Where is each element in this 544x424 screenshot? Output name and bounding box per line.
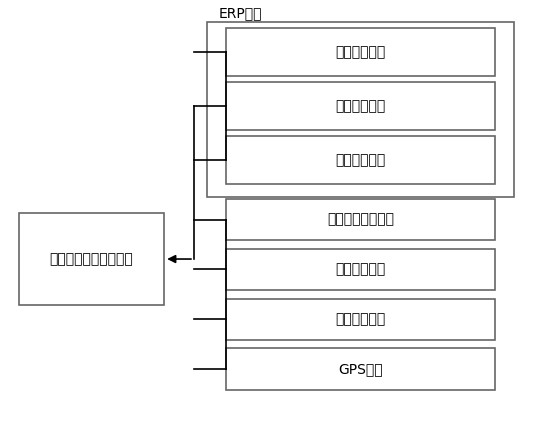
FancyBboxPatch shape [19,213,164,305]
FancyBboxPatch shape [226,82,496,130]
Text: GPS系统: GPS系统 [338,362,383,376]
Text: 仓储管理模块: 仓储管理模块 [336,99,386,113]
Text: 视频监控系统: 视频监控系统 [336,312,386,326]
Text: 仓库三维仿真系统: 仓库三维仿真系统 [327,212,394,226]
Text: 物资管理模块: 物资管理模块 [336,45,386,59]
FancyBboxPatch shape [226,248,496,290]
Text: 数字沙盘系统: 数字沙盘系统 [336,262,386,276]
Text: 配送管理模块: 配送管理模块 [336,153,386,167]
FancyBboxPatch shape [207,22,514,197]
FancyBboxPatch shape [226,349,496,390]
FancyBboxPatch shape [226,298,496,340]
FancyBboxPatch shape [226,137,496,184]
Text: ERP系统: ERP系统 [218,6,262,20]
FancyBboxPatch shape [226,28,496,76]
FancyBboxPatch shape [226,199,496,240]
Text: 电力物资调度指挥系统: 电力物资调度指挥系统 [50,252,133,266]
